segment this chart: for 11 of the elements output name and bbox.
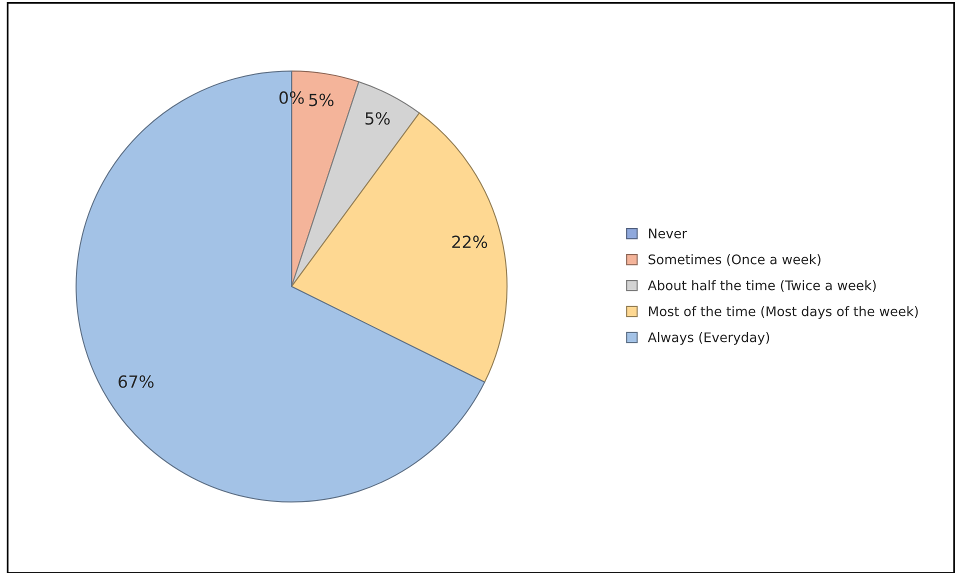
data-label: 67% — [118, 375, 154, 388]
data-label: 5% — [309, 94, 334, 106]
data-label: 22% — [452, 236, 488, 248]
data-label: 5% — [366, 112, 390, 125]
legend-label: Always (Everyday) — [648, 332, 770, 345]
legend-label: About half the time (Twice a week) — [648, 280, 876, 292]
pie-slice — [76, 70, 486, 502]
legend-label: Most of the time (Most days of the week) — [649, 306, 918, 319]
pie-slice — [291, 112, 508, 383]
legend-label: Sometimes (Once a week) — [648, 254, 820, 266]
legend-label: Never — [649, 228, 688, 238]
